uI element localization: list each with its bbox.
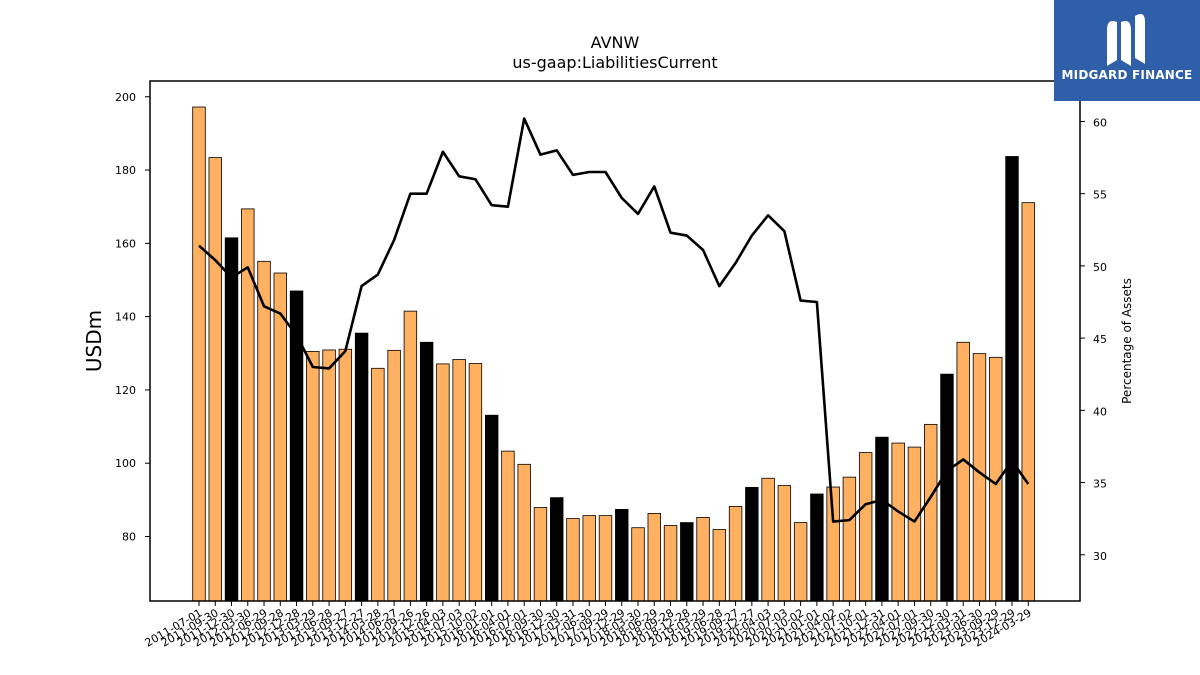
percentage-line [198, 117, 1030, 523]
bar-2016-01-01 [484, 414, 499, 602]
bar-2011-07-01 [192, 106, 206, 602]
chart-title: AVNW [591, 33, 640, 52]
y2-tick-label: 35 [1093, 478, 1107, 491]
bar-2020-07-03 [777, 485, 792, 602]
bar-2017-03-31 [566, 518, 580, 602]
bar-2019-12-27 [745, 486, 759, 602]
bar-2020-04-03 [761, 477, 775, 602]
brand-logo: MIDGARD FINANCE [1054, 0, 1200, 101]
bar-2019-03-29 [696, 517, 710, 602]
bar-2021-10-01 [858, 452, 873, 602]
y-tick-label: 160 [115, 237, 136, 250]
bar-2016-09-30 [533, 507, 548, 602]
bar-2016-07-01 [517, 463, 531, 602]
y-tick-label: 120 [115, 384, 136, 397]
line-series [198, 117, 1030, 523]
y2-tick-label: 40 [1093, 405, 1107, 418]
y-tick-label: 200 [115, 91, 136, 104]
bar-2022-12-30 [940, 373, 954, 602]
bar-2017-06-30 [582, 515, 596, 602]
bar-2023-06-30 [972, 353, 987, 602]
x-axis: 2011-07-012011-09-302011-12-302012-03-30… [143, 601, 1034, 650]
bar-2014-06-27 [387, 349, 401, 602]
bar-2018-03-30 [631, 527, 645, 602]
bar-2024-03-29 [1021, 202, 1035, 602]
plot-frame [149, 80, 1081, 602]
y-axis-right: 30 35 40 45 50 55 60 [1080, 116, 1107, 563]
bar-2013-06-28 [322, 349, 336, 602]
bar-2014-12-26 [419, 341, 434, 602]
y2-tick-label: 45 [1093, 333, 1107, 346]
bar-2023-12-29 [1005, 156, 1019, 602]
bar-2021-01-01 [810, 493, 824, 602]
bar-2014-09-26 [403, 310, 418, 602]
bar-2014-03-28 [371, 367, 385, 602]
bar-2021-07-02 [842, 476, 857, 602]
bar-2023-03-31 [956, 341, 970, 602]
y-axis-left: 80 100 120 140 160 180 200 [115, 91, 150, 544]
y2-axis-label: Percentage of Assets [1120, 278, 1134, 404]
y-tick-label: 100 [115, 457, 136, 470]
bar-2012-09-28 [273, 272, 288, 602]
bar-2022-07-01 [907, 446, 922, 602]
y2-tick-label: 30 [1093, 550, 1107, 563]
bar-2013-09-27 [338, 348, 353, 602]
y-axis-label: USDm [82, 310, 106, 372]
y-tick-label: 80 [122, 531, 136, 544]
y2-tick-label: 55 [1093, 189, 1107, 202]
bar-2016-04-01 [501, 450, 515, 602]
bar-2011-12-30 [224, 237, 239, 602]
bar-series [192, 106, 1035, 602]
bar-2020-10-02 [793, 522, 808, 602]
y2-tick-label: 50 [1093, 261, 1107, 274]
logo-mark-icon [1107, 14, 1145, 66]
bar-2018-09-28 [663, 525, 678, 602]
bar-2015-10-02 [468, 363, 483, 602]
bar-2022-04-01 [891, 442, 905, 602]
bar-2015-07-03 [452, 359, 466, 602]
bar-2015-04-03 [436, 363, 450, 602]
bar-2012-06-29 [257, 260, 271, 602]
bar-2019-09-27 [728, 506, 743, 602]
bar-2021-12-31 [875, 436, 889, 602]
bar-2016-12-30 [550, 497, 564, 602]
bar-2022-09-30 [924, 423, 938, 602]
bar-2011-09-30 [208, 157, 222, 602]
bar-2017-12-29 [615, 508, 629, 602]
bar-2018-12-28 [680, 522, 694, 602]
bar-2017-09-29 [598, 515, 613, 602]
y2-tick-label: 60 [1093, 116, 1107, 129]
bar-2018-06-29 [647, 513, 661, 602]
y-tick-label: 180 [115, 164, 136, 177]
chart-subtitle: us-gaap:LiabilitiesCurrent [512, 53, 717, 72]
bar-2019-06-28 [712, 529, 727, 602]
y-tick-label: 140 [115, 311, 136, 324]
brand-name: MIDGARD FINANCE [1061, 68, 1193, 82]
bar-2013-12-27 [354, 332, 369, 602]
bar-2013-03-29 [306, 351, 320, 602]
